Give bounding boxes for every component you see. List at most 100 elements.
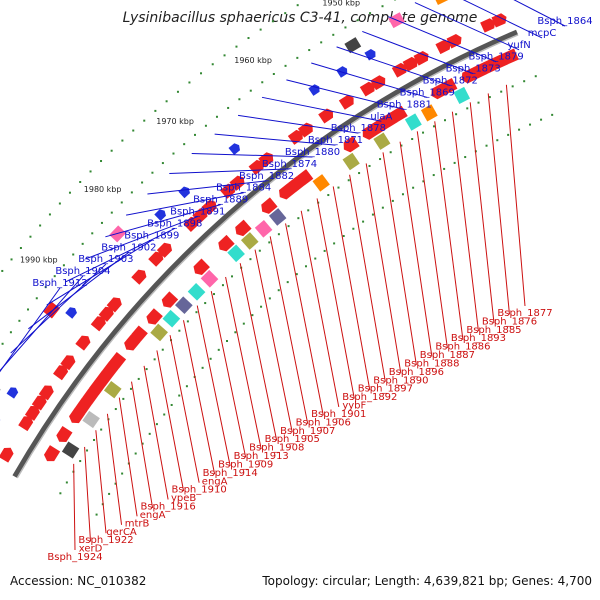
gene-arrow — [491, 13, 507, 28]
leader-line — [285, 223, 324, 416]
gene-box — [404, 113, 422, 131]
tick-dot — [344, 26, 347, 29]
tick-dot — [215, 115, 218, 118]
gene-feature — [53, 365, 69, 381]
gene-labels: Bsph_1864mcpCyufNBsph_1879Bsph_1873Bsph_… — [32, 16, 592, 563]
leader-line — [46, 239, 153, 306]
leader-line — [382, 152, 417, 365]
gene-feature — [268, 208, 287, 226]
gene-arrow — [161, 291, 179, 308]
gene-box — [268, 208, 287, 226]
gene-label-lower: Bsph_1886 — [435, 342, 490, 353]
gene-label-lower: Bsph_1910 — [172, 485, 227, 496]
tick-dot — [114, 482, 117, 485]
gene-label-lower: Bsph_1924 — [47, 552, 102, 563]
gene-label-lower: Bsph_1913 — [234, 451, 289, 462]
gene-feature — [240, 232, 259, 250]
gene-label-lower: ypeB — [171, 493, 196, 504]
leader-line — [126, 192, 244, 216]
tick-dot — [238, 98, 241, 101]
tick-dot — [141, 442, 144, 445]
gene-arrow — [218, 234, 235, 252]
tick-dot — [134, 452, 137, 455]
leader-line — [399, 141, 433, 357]
leader-line — [169, 168, 290, 174]
backbone-arc — [12, 29, 518, 478]
gene-box — [312, 174, 330, 192]
scale-labels: 1950 kbp 1960 kbp 1970 kbp 1980 kbp 1990 kbp… — [20, 0, 360, 264]
gene-feature — [82, 388, 99, 405]
gene-arrow — [75, 335, 91, 351]
tick-dot — [379, 158, 382, 161]
gene-arrow — [492, 53, 509, 69]
tick-dot — [132, 129, 135, 132]
gene-box — [344, 37, 362, 54]
gene-arrow — [382, 111, 399, 128]
tick-dot — [307, 209, 310, 212]
gene-feature — [102, 360, 120, 378]
tick-dot — [272, 72, 275, 75]
tick-dot — [352, 227, 355, 230]
tick-dot — [39, 224, 42, 227]
leader-line — [286, 79, 405, 110]
gene-feature — [200, 269, 219, 288]
tick-dot — [259, 28, 262, 31]
gene-feature — [98, 306, 114, 322]
tick-dot — [170, 403, 173, 406]
gene-feature — [0, 415, 1, 427]
leader-line — [169, 335, 200, 483]
leader-line — [28, 251, 130, 330]
gene-feature — [261, 197, 278, 214]
gene-label-upper: Bsph_1899 — [124, 230, 179, 241]
gene-arrow — [228, 143, 240, 155]
gene-label-upper: Bsph_1864 — [537, 16, 592, 27]
tick-dot — [296, 56, 299, 59]
gene-arrow — [193, 258, 210, 275]
gene-feature — [254, 219, 273, 238]
backbone-highlight — [16, 34, 519, 479]
tick-dot — [163, 413, 166, 416]
gene-arrow — [43, 445, 61, 462]
tick-dot — [551, 113, 554, 116]
gene-arrow — [53, 365, 69, 381]
leader-line — [106, 413, 123, 525]
gene-label-upper: Bsph_1889 — [193, 195, 248, 206]
leader-line — [414, 2, 520, 51]
tick-dot — [188, 81, 191, 84]
tick-dot — [304, 265, 307, 268]
tick-dot — [333, 242, 336, 245]
gene-arrow — [65, 307, 77, 319]
tick-dot — [337, 186, 340, 189]
tick-dot — [496, 139, 499, 142]
tick-dot — [422, 131, 425, 134]
tick-dot — [534, 75, 537, 78]
gene-feature — [228, 143, 240, 155]
tick-dot — [121, 139, 124, 142]
leader-line — [451, 111, 479, 332]
tick-dot — [320, 41, 323, 44]
gene-feature — [56, 425, 73, 442]
gene-feature — [161, 291, 179, 308]
leader-line — [261, 96, 382, 122]
gene-feature — [297, 169, 314, 186]
leader-line — [349, 174, 386, 382]
gene-arrow — [154, 209, 166, 221]
leader-line — [362, 30, 474, 75]
gene-label-lower: Bsph_1877 — [497, 308, 552, 319]
leader-line — [10, 263, 107, 354]
tick-dot — [314, 257, 317, 260]
gene-arrow — [75, 397, 92, 414]
tick-dot — [48, 213, 51, 216]
gene-feature — [106, 297, 122, 313]
gene-feature — [178, 186, 190, 199]
gene-feature — [193, 258, 210, 275]
gene-label-lower: gerCA — [106, 527, 137, 538]
tick-dot — [129, 387, 132, 390]
leader-line — [143, 365, 169, 500]
gene-feature — [480, 18, 496, 33]
tick-dot — [540, 118, 543, 121]
tick-dot — [389, 151, 392, 154]
gene-label-upper: Bsph_1879 — [469, 52, 524, 63]
gene-feature — [18, 416, 34, 432]
